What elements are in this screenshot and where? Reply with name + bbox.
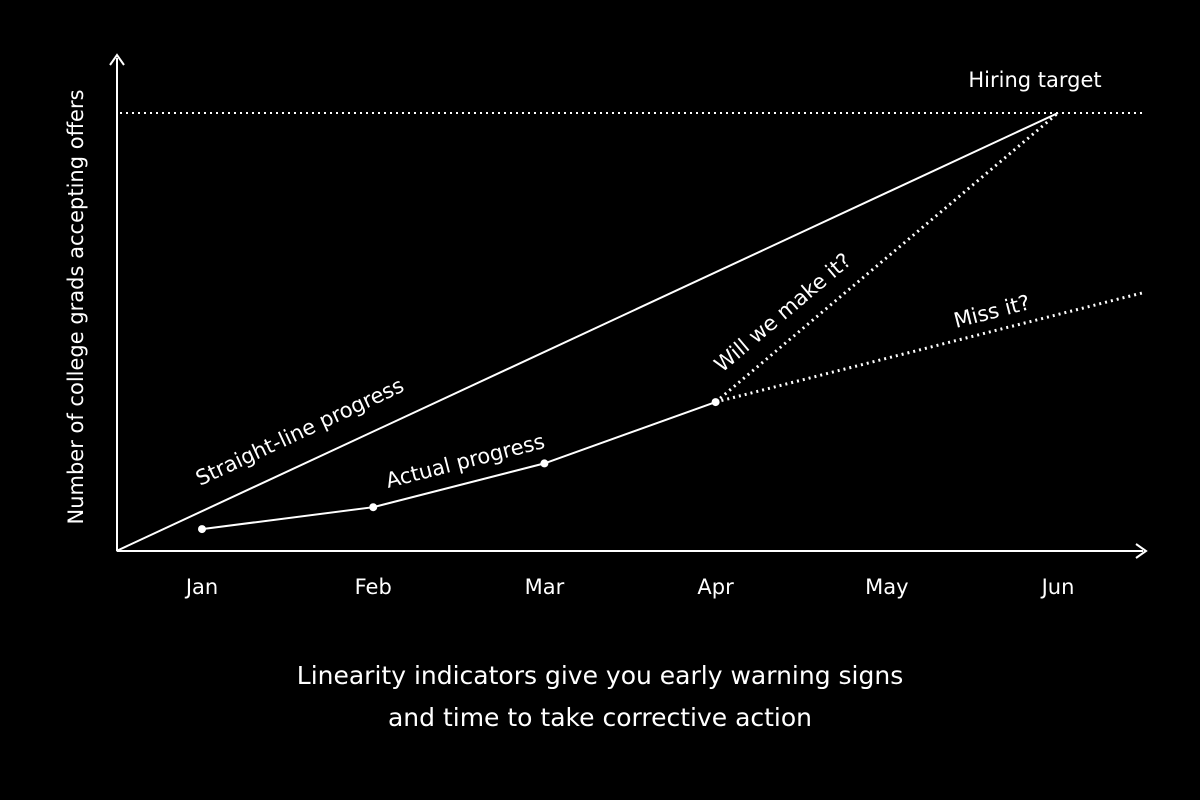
hiring-target-label: Hiring target bbox=[968, 68, 1101, 92]
x-tick-label-jan: Jan bbox=[184, 575, 218, 599]
x-tick-label-jun: Jun bbox=[1040, 575, 1075, 599]
miss-it-label: Miss it? bbox=[951, 290, 1032, 333]
miss-it-line bbox=[715, 291, 1144, 404]
y-axis-label: Number of college grads accepting offers bbox=[64, 89, 88, 524]
y-axis-arrow bbox=[109, 53, 125, 66]
will-we-make-it-line bbox=[714, 111, 1059, 404]
will-we-make-it-label: Will we make it? bbox=[710, 248, 856, 377]
x-axis-arrow bbox=[1135, 543, 1148, 559]
x-tick-label-apr: Apr bbox=[697, 575, 734, 599]
actual-progress-line bbox=[201, 401, 716, 531]
actual-progress-point-feb bbox=[369, 503, 378, 512]
x-tick-label-may: May bbox=[865, 575, 908, 599]
caption-line-2: and time to take corrective action bbox=[387, 703, 813, 732]
straight-line-progress-line bbox=[115, 112, 1059, 552]
straight-line-progress-label: Straight-line progress bbox=[192, 373, 408, 490]
actual-progress-point-apr bbox=[711, 398, 720, 407]
chart-caption: Linearity indicators give you early warn… bbox=[0, 655, 1200, 739]
actual-progress-point-jan bbox=[198, 525, 206, 534]
actual-progress-point-mar bbox=[540, 459, 549, 468]
caption-line-1: Linearity indicators give you early warn… bbox=[296, 661, 904, 690]
x-tick-labels: Jan Feb Mar Apr May Jun bbox=[184, 575, 1075, 599]
x-tick-label-feb: Feb bbox=[355, 575, 392, 599]
actual-progress-points bbox=[198, 398, 720, 534]
x-tick-label-mar: Mar bbox=[525, 575, 565, 599]
